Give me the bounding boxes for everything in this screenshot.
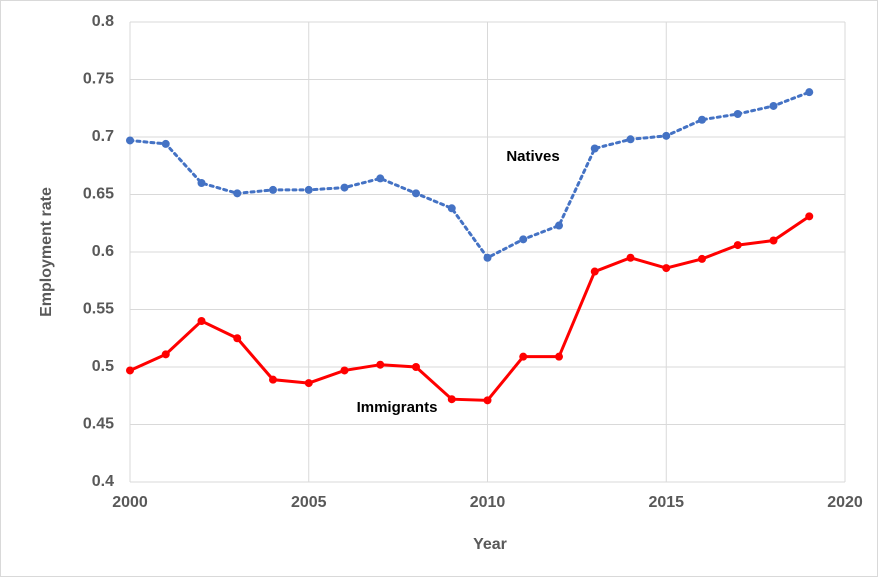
series-annotation: Immigrants: [357, 399, 438, 416]
data-point: [447, 204, 456, 213]
data-point: [519, 352, 528, 361]
data-point: [519, 235, 528, 244]
y-tick-label: 0.55: [83, 301, 114, 318]
data-point: [805, 212, 814, 221]
x-axis-label: Year: [473, 536, 507, 553]
y-tick-label: 0.45: [83, 416, 114, 433]
y-tick-label: 0.6: [92, 243, 114, 260]
data-point: [626, 135, 635, 144]
data-point: [805, 88, 814, 97]
data-point: [233, 334, 242, 343]
y-tick-label: 0.75: [83, 71, 114, 88]
series-line: [129, 215, 811, 402]
data-point: [269, 185, 277, 194]
data-point: [126, 136, 134, 145]
series-line: [128, 90, 811, 260]
x-tick-label: 2005: [291, 494, 327, 511]
x-tick-label: 2015: [648, 494, 684, 511]
y-tick-label: 0.7: [92, 128, 114, 145]
data-point: [340, 183, 349, 192]
y-tick-label: 0.5: [92, 358, 114, 375]
data-point: [698, 115, 706, 124]
data-point: [197, 317, 206, 325]
data-point: [233, 189, 242, 198]
data-point: [483, 253, 492, 262]
data-point: [555, 221, 563, 230]
data-point: [769, 101, 778, 110]
data-point: [376, 360, 385, 369]
x-tick-label: 2020: [827, 494, 863, 511]
data-point: [269, 375, 277, 384]
data-point: [769, 236, 778, 245]
y-tick-label: 0.8: [92, 13, 114, 30]
data-point: [662, 264, 671, 273]
data-point: [126, 366, 134, 375]
data-point: [555, 352, 563, 361]
data-point: [626, 253, 635, 262]
data-point: [590, 144, 599, 153]
data-point: [662, 131, 671, 140]
data-point: [733, 110, 742, 118]
x-tick-label: 2000: [112, 494, 148, 511]
data-point: [590, 267, 599, 276]
data-point: [483, 396, 492, 405]
data-point: [161, 139, 170, 148]
data-point: [197, 179, 206, 187]
data-point: [161, 350, 170, 359]
data-point: [376, 174, 385, 183]
y-tick-label: 0.4: [92, 473, 114, 490]
data-point: [412, 189, 420, 198]
data-point: [304, 379, 313, 388]
y-tick-label: 0.65: [83, 186, 114, 203]
data-point: [733, 241, 742, 250]
data-point: [340, 366, 349, 375]
x-tick-label: 2010: [470, 494, 506, 511]
series-annotation: Natives: [506, 148, 559, 165]
y-axis-label: Employment rate: [38, 187, 55, 317]
data-point: [447, 395, 456, 404]
data-point: [698, 254, 706, 263]
data-point: [304, 185, 313, 194]
data-point: [412, 363, 420, 371]
